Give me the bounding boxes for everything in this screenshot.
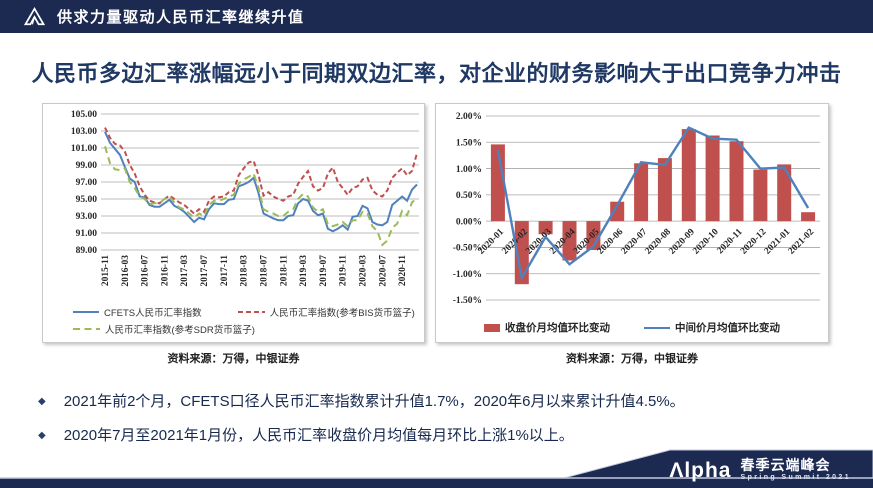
monthly-mom-change-chart: 2.00% 1.50% 1.00% 0.50% 0.00% -0.50% -1.00% -1.… — [435, 103, 829, 343]
legend-swatch-longdash — [73, 327, 100, 331]
legend-item: CFETS人民币汇率指数 — [73, 305, 202, 319]
legend-item: 人民币汇率指数(参考SDR货币篮子) — [73, 322, 255, 336]
bullet-item: ◆ 2021年前2个月，CFETS口径人民币汇率指数累计升值1.7%，2020年… — [38, 392, 848, 412]
svg-text:2020-10: 2020-10 — [691, 227, 721, 257]
event-title-block: 春季云端峰会 Spring Summit 2021 — [741, 458, 852, 482]
svg-text:95.00: 95.00 — [76, 195, 98, 205]
svg-text:2021-02: 2021-02 — [787, 227, 817, 257]
alpha-brand-text: Λlpha — [669, 458, 732, 482]
legend-swatch-bar — [484, 323, 500, 332]
svg-text:1.50%: 1.50% — [456, 138, 482, 148]
header-bar: 供求力量驱动人民币汇率继续升值 — [0, 0, 873, 33]
legend-label: 人民币汇率指数(参考SDR货币篮子) — [105, 325, 255, 336]
svg-text:99.00: 99.00 — [76, 161, 98, 171]
left-chart-legend: CFETS人民币汇率指数 人民币汇率指数(参考BIS货币篮子) 人民币汇率指数(参考… — [43, 305, 424, 336]
svg-text:2017-03: 2017-03 — [180, 255, 190, 287]
svg-text:0.00%: 0.00% — [456, 217, 482, 227]
svg-text:2016-07: 2016-07 — [141, 255, 151, 287]
svg-text:2.00%: 2.00% — [456, 112, 482, 122]
svg-text:2020-07: 2020-07 — [378, 255, 388, 287]
svg-text:89.00: 89.00 — [76, 246, 98, 256]
svg-text:0.50%: 0.50% — [456, 191, 482, 201]
event-title-en: Spring Summit 2021 — [740, 474, 851, 481]
svg-text:2019-11: 2019-11 — [339, 255, 349, 286]
svg-text:2020-11: 2020-11 — [398, 255, 408, 286]
footer-band — [0, 449, 873, 488]
header-title: 供求力量驱动人民币汇率继续升值 — [57, 9, 305, 26]
svg-text:101.00: 101.00 — [71, 144, 97, 154]
svg-text:2017-07: 2017-07 — [200, 255, 210, 287]
svg-text:-0.50%: -0.50% — [453, 244, 482, 254]
bullet-item: ◆ 2020年7月至2021年1月份，人民币汇率收盘价月均值每月环比上涨1%以上… — [38, 426, 848, 446]
legend-label: 人民币汇率指数(参考BIS货币篮子) — [269, 308, 415, 319]
legend-swatch-dashed — [237, 310, 265, 314]
svg-text:2018-03: 2018-03 — [240, 255, 250, 287]
legend-item: 人民币汇率指数(参考BIS货币篮子) — [237, 305, 415, 319]
svg-text:2020-03: 2020-03 — [359, 255, 369, 287]
diamond-bullet-icon: ◆ — [38, 430, 46, 441]
svg-text:1.00%: 1.00% — [456, 165, 482, 175]
multilateral-rmb-index-plot: 105.00 103.00 101.00 99.00 97.00 95.00 93.00 91… — [71, 110, 419, 287]
svg-text:2016-03: 2016-03 — [121, 255, 131, 287]
monthly-mom-change-plot: 2.00% 1.50% 1.00% 0.50% 0.00% -0.50% -1.00% -1.… — [453, 112, 820, 306]
svg-text:91.00: 91.00 — [76, 229, 98, 239]
legend-swatch-line — [644, 326, 670, 329]
legend-label: CFETS人民币汇率指数 — [104, 308, 202, 319]
footer-logo: Λlpha 春季云端峰会 Spring Summit 2021 — [669, 458, 851, 482]
bullet-text: 2021年前2个月，CFETS口径人民币汇率指数累计升值1.7%，2020年6月… — [63, 393, 685, 410]
svg-text:103.00: 103.00 — [71, 127, 97, 137]
svg-text:93.00: 93.00 — [76, 212, 98, 222]
svg-text:2017-11: 2017-11 — [220, 255, 230, 286]
svg-text:2018-11: 2018-11 — [279, 255, 289, 286]
legend-label: 收盘价月均值环比变动 — [505, 322, 610, 334]
source-note-right: 资料来源：万得，中银证券 — [566, 353, 698, 365]
svg-text:2015-11: 2015-11 — [101, 255, 111, 286]
source-note-left: 资料来源：万得，中银证券 — [167, 353, 300, 365]
multilateral-rmb-index-chart: 105.00 103.00 101.00 99.00 97.00 95.00 93.00 91… — [42, 103, 425, 343]
svg-text:2019-07: 2019-07 — [319, 255, 329, 287]
svg-text:2019-03: 2019-03 — [299, 255, 309, 287]
legend-item: 中间价月均值环比变动 — [644, 320, 780, 335]
svg-text:105.00: 105.00 — [71, 110, 97, 120]
svg-text:-1.00%: -1.00% — [453, 270, 482, 280]
legend-swatch-solid — [73, 311, 99, 313]
right-chart-legend: 收盘价月均值环比变动 中间价月均值环比变动 — [436, 320, 828, 335]
legend-label: 中间价月均值环比变动 — [675, 322, 780, 334]
svg-text:97.00: 97.00 — [76, 178, 98, 188]
alpha-logo-icon — [24, 7, 45, 26]
diamond-bullet-icon: ◆ — [38, 396, 46, 407]
event-title-cn: 春季云端峰会 — [740, 457, 831, 473]
page-title: 人民币多边汇率涨幅远小于同期双边汇率，对企业的财务影响大于出口竞争力冲击 — [31, 61, 842, 86]
svg-text:2018-07: 2018-07 — [259, 255, 269, 287]
legend-item: 收盘价月均值环比变动 — [484, 320, 610, 335]
bullet-text: 2020年7月至2021年1月份，人民币汇率收盘价月均值每月环比上涨1%以上。 — [63, 427, 574, 444]
svg-text:-1.50%: -1.50% — [453, 296, 482, 306]
svg-text:2016-11: 2016-11 — [160, 255, 170, 286]
